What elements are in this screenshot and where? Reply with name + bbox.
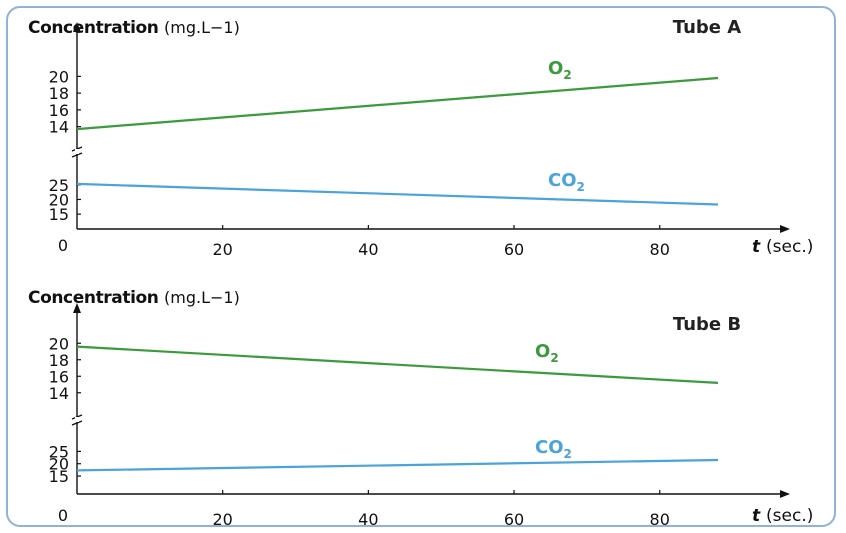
y-tick-label: 25 [49,176,69,195]
y-axis-label: Concentration (mg.L−1) [28,18,240,38]
y-tick-label: 18 [49,84,69,103]
y-tick-label: 25 [49,442,69,461]
x-origin-label: 0 [58,236,68,255]
y-tick-label: 14 [49,118,69,137]
x-tick-label: 60 [504,240,524,259]
y-axis-arrow [73,303,81,313]
x-axis-arrow [780,490,790,498]
series-line-o2 [76,76,719,131]
x-tick-label: 40 [358,510,378,529]
y-tick-label: 14 [49,384,69,403]
series-label-co2: CO2 [535,437,572,461]
chart-frame [6,6,836,527]
y-tick-label: 15 [49,205,69,224]
series-label-main: CO [548,170,577,191]
x-tick-label: 80 [650,240,670,259]
y-axis-break-gap [75,417,79,422]
x-tick-label: 60 [504,510,524,529]
series-line-co2 [76,458,719,472]
x-origin-label: 0 [58,506,68,525]
series-label-main: O [548,58,563,79]
chart-tube-b: Concentration (mg.L−1) Tube B 0 20 40 60 80 t (… [28,288,813,529]
x-axis-unit: (sec.) [766,237,813,257]
y-tick-label: 16 [49,367,69,386]
series-label-o2: O2 [548,58,572,82]
x-tick-label: 80 [650,510,670,529]
chart-tube-a: Concentration (mg.L−1) Tube A 0 20 40 60 80 t (… [28,17,813,259]
series-label-subscript: 2 [577,180,585,194]
y-tick-label: 20 [49,67,69,86]
series-label-co2: CO2 [548,170,585,194]
y-axis-unit: (mg.L−1) [164,18,240,37]
y-tick-label: 20 [49,455,69,474]
y-tick-label: 16 [49,101,69,120]
x-axis-label: t (sec.) [752,237,813,257]
x-axis-arrow [780,225,790,233]
y-axis-label-text: Concentration [28,18,164,38]
x-axis-variable: t [752,237,766,257]
y-axis-label-text: Concentration [28,288,164,308]
x-axis-variable: t [752,506,766,526]
y-axis-arrow [73,22,81,32]
y-axis-break-gap [75,149,79,154]
series-label-subscript: 2 [550,351,558,365]
y-tick-label: 20 [49,190,69,209]
x-axis-label: t (sec.) [752,506,813,526]
series-label-subscript: 2 [563,68,571,82]
y-tick-label: 20 [49,334,69,353]
x-axis-unit: (sec.) [766,506,813,526]
y-axis-unit: (mg.L−1) [164,288,240,307]
series-line-o2 [76,345,719,384]
series-label-subscript: 2 [564,447,572,461]
chart-title: Tube B [673,314,741,335]
y-tick-label: 15 [49,467,69,486]
y-tick-label: 18 [49,351,69,370]
series-line-co2 [76,182,719,206]
series-label-main: CO [535,437,564,458]
x-tick-label: 20 [213,240,233,259]
series-label-o2: O2 [535,341,559,365]
series-label-main: O [535,341,550,362]
y-axis-label: Concentration (mg.L−1) [28,288,240,308]
x-tick-label: 40 [358,240,378,259]
x-tick-label: 20 [213,510,233,529]
chart-title: Tube A [673,17,741,38]
